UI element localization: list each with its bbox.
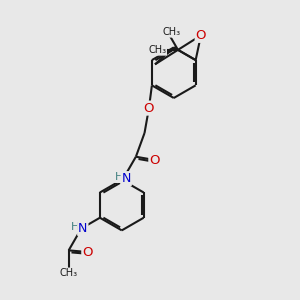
Text: O: O: [196, 29, 206, 42]
Text: N: N: [78, 222, 88, 235]
Text: N: N: [122, 172, 131, 185]
Text: H: H: [115, 172, 123, 182]
Text: CH₃: CH₃: [60, 268, 78, 278]
Text: O: O: [149, 154, 160, 166]
Text: H: H: [70, 222, 79, 232]
Text: CH₃: CH₃: [162, 27, 180, 37]
Text: O: O: [82, 245, 93, 259]
Text: O: O: [144, 102, 154, 115]
Text: CH₃: CH₃: [148, 45, 166, 55]
